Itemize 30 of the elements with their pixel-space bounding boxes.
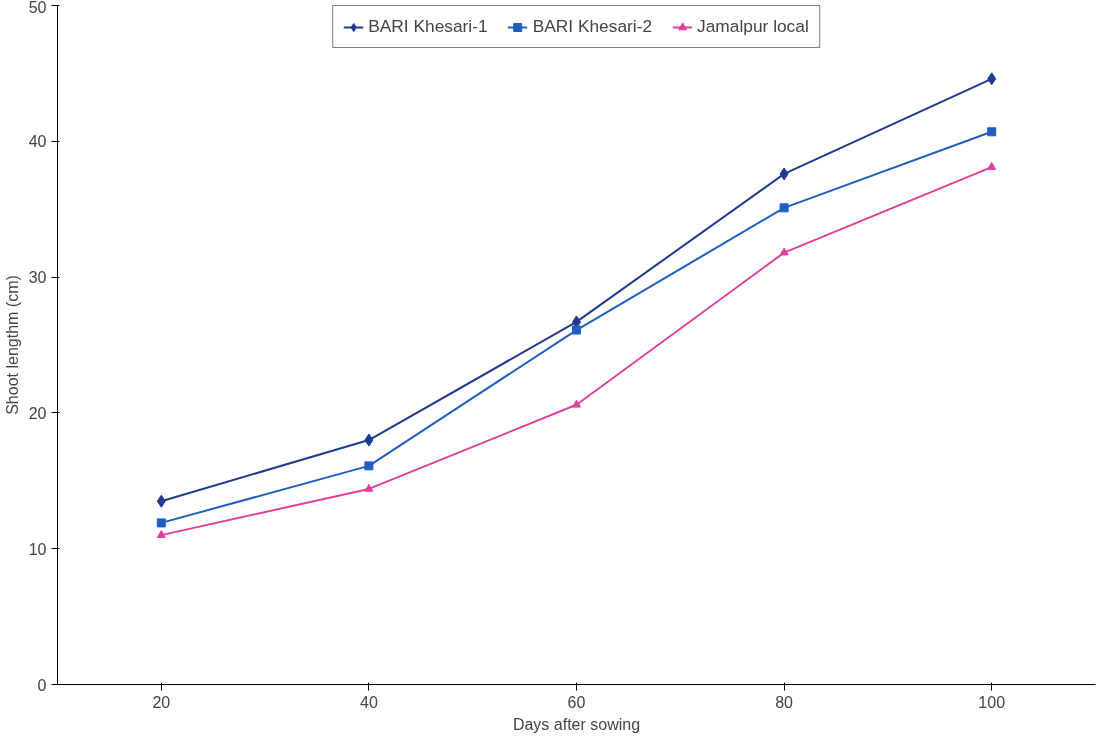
point	[572, 325, 581, 335]
y-tick-label: 20	[28, 404, 47, 422]
point	[987, 72, 997, 86]
point	[364, 461, 374, 471]
y-axis-title: Shoot lengthm (cm)	[3, 275, 21, 415]
y-tick-label: 30	[28, 269, 47, 287]
point	[364, 433, 374, 447]
y-tick-label: 0	[37, 676, 47, 694]
y-tick-label: 10	[28, 540, 47, 558]
legend-label: Jamalpur local	[697, 16, 809, 37]
point	[572, 399, 581, 408]
x-tick-label: 40	[360, 693, 378, 711]
point	[364, 483, 374, 492]
x-axis-title: Days after sowing	[512, 715, 641, 733]
point	[987, 161, 997, 170]
y-tick-label: 50	[28, 0, 47, 16]
point	[156, 494, 166, 508]
legend-label: BARI Khesari-1	[368, 16, 488, 37]
point	[779, 203, 789, 213]
point	[987, 127, 997, 137]
x-tick-label: 20	[152, 693, 171, 711]
legend-label: BARI Khesari-2	[532, 16, 653, 37]
x-tick-label: 60	[567, 693, 586, 711]
x-tick-label: 100	[978, 693, 1006, 711]
point	[156, 518, 166, 528]
point	[779, 167, 789, 181]
point	[156, 530, 166, 538]
point	[779, 247, 789, 256]
y-tick-label: 40	[28, 133, 47, 151]
x-tick-label: 80	[775, 693, 794, 711]
